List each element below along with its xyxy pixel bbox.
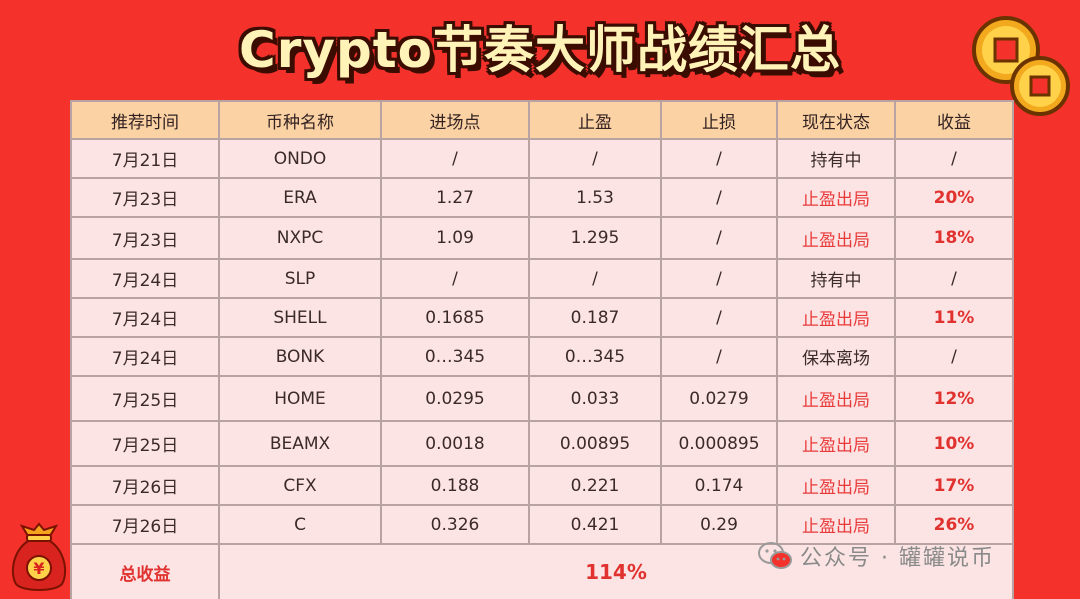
- cell-coin: BEAMX: [218, 420, 382, 467]
- cell-date: 7月25日: [70, 375, 220, 422]
- total-label: 总收益: [70, 543, 220, 599]
- cell-date: 7月26日: [70, 465, 220, 506]
- cell-entry: 0.326: [380, 504, 530, 545]
- table-header-row: 推荐时间 币种名称 进场点 止盈 止损 现在状态 收益: [70, 100, 1014, 140]
- cell-coin: ERA: [218, 177, 382, 218]
- cell-take-profit: 0.00895: [528, 420, 662, 467]
- header-entry: 进场点: [380, 100, 530, 140]
- cell-take-profit: 0.421: [528, 504, 662, 545]
- cell-stop-loss: /: [660, 297, 778, 338]
- coin-icon: [972, 16, 1070, 116]
- svg-text:¥: ¥: [33, 559, 44, 578]
- header-coin: 币种名称: [218, 100, 382, 140]
- cell-stop-loss: /: [660, 138, 778, 179]
- page-title: Crypto节奏大师战绩汇总: [239, 21, 841, 79]
- watermark-text: 公众号 · 罐罐说币: [800, 546, 995, 571]
- cell-coin: SHELL: [218, 297, 382, 338]
- cell-entry: /: [380, 258, 530, 299]
- table-row: 7月23日 ERA 1.27 1.53 / 止盈出局 20%: [70, 177, 1014, 218]
- cell-gain: 12%: [894, 375, 1014, 422]
- cell-stop-loss: /: [660, 336, 778, 377]
- cell-gain: 11%: [894, 297, 1014, 338]
- cell-status: 止盈出局: [776, 216, 896, 260]
- cell-gain: /: [894, 138, 1014, 179]
- cell-entry: 0.0295: [380, 375, 530, 422]
- table-row: 7月25日 BEAMX 0.0018 0.00895 0.000895 止盈出局…: [70, 420, 1014, 467]
- cell-stop-loss: 0.29: [660, 504, 778, 545]
- cell-status: 止盈出局: [776, 465, 896, 506]
- table-row: 7月24日 SHELL 0.1685 0.187 / 止盈出局 11%: [70, 297, 1014, 338]
- total-value: 114%: [218, 543, 1014, 599]
- total-row: 总收益 114%: [70, 543, 1014, 599]
- cell-gain: 10%: [894, 420, 1014, 467]
- header-stop-loss: 止损: [660, 100, 778, 140]
- cell-date: 7月23日: [70, 216, 220, 260]
- table-row: 7月23日 NXPC 1.09 1.295 / 止盈出局 18%: [70, 216, 1014, 260]
- cell-date: 7月21日: [70, 138, 220, 179]
- header-status: 现在状态: [776, 100, 896, 140]
- cell-take-profit: /: [528, 258, 662, 299]
- cell-take-profit: 0.221: [528, 465, 662, 506]
- results-table: 推荐时间 币种名称 进场点 止盈 止损 现在状态 收益 7月21日 ONDO /…: [70, 100, 1014, 599]
- cell-status: 保本离场: [776, 336, 896, 377]
- cell-coin: NXPC: [218, 216, 382, 260]
- cell-stop-loss: /: [660, 177, 778, 218]
- wechat-icon: [758, 542, 792, 569]
- cell-status: 止盈出局: [776, 504, 896, 545]
- cell-coin: SLP: [218, 258, 382, 299]
- cell-gain: 17%: [894, 465, 1014, 506]
- cell-date: 7月23日: [70, 177, 220, 218]
- cell-stop-loss: /: [660, 258, 778, 299]
- cell-coin: C: [218, 504, 382, 545]
- cell-stop-loss: 0.000895: [660, 420, 778, 467]
- cell-gain: 18%: [894, 216, 1014, 260]
- cell-status: 止盈出局: [776, 297, 896, 338]
- cell-take-profit: 1.295: [528, 216, 662, 260]
- cell-take-profit: 0.033: [528, 375, 662, 422]
- header-take-profit: 止盈: [528, 100, 662, 140]
- cell-coin: ONDO: [218, 138, 382, 179]
- cell-stop-loss: 0.174: [660, 465, 778, 506]
- cell-stop-loss: 0.0279: [660, 375, 778, 422]
- cell-gain: /: [894, 258, 1014, 299]
- cell-status: 止盈出局: [776, 420, 896, 467]
- table-row: 7月24日 SLP / / / 持有中 /: [70, 258, 1014, 299]
- cell-gain: /: [894, 336, 1014, 377]
- cell-entry: /: [380, 138, 530, 179]
- cell-status: 持有中: [776, 138, 896, 179]
- watermark: 公众号 · 罐罐说币: [758, 536, 995, 576]
- cell-coin: CFX: [218, 465, 382, 506]
- cell-date: 7月24日: [70, 258, 220, 299]
- cell-date: 7月24日: [70, 297, 220, 338]
- table-row: 7月26日 CFX 0.188 0.221 0.174 止盈出局 17%: [70, 465, 1014, 506]
- header-gain: 收益: [894, 100, 1014, 140]
- cell-stop-loss: /: [660, 216, 778, 260]
- cell-gain: 20%: [894, 177, 1014, 218]
- money-bag-icon: ¥: [11, 522, 67, 591]
- cell-entry: 1.27: [380, 177, 530, 218]
- table-row: 7月21日 ONDO / / / 持有中 /: [70, 138, 1014, 179]
- cell-status: 持有中: [776, 258, 896, 299]
- cell-entry: 0.0018: [380, 420, 530, 467]
- cell-date: 7月25日: [70, 420, 220, 467]
- cell-take-profit: 0.187: [528, 297, 662, 338]
- cell-entry: 0…345: [380, 336, 530, 377]
- cell-entry: 0.188: [380, 465, 530, 506]
- table-row: 7月24日 BONK 0…345 0…345 / 保本离场 /: [70, 336, 1014, 377]
- cell-status: 止盈出局: [776, 177, 896, 218]
- cell-coin: HOME: [218, 375, 382, 422]
- cell-entry: 0.1685: [380, 297, 530, 338]
- cell-date: 7月24日: [70, 336, 220, 377]
- cell-coin: BONK: [218, 336, 382, 377]
- table-row: 7月26日 C 0.326 0.421 0.29 止盈出局 26%: [70, 504, 1014, 545]
- cell-status: 止盈出局: [776, 375, 896, 422]
- table-row: 7月25日 HOME 0.0295 0.033 0.0279 止盈出局 12%: [70, 375, 1014, 422]
- cell-take-profit: 0…345: [528, 336, 662, 377]
- cell-gain: 26%: [894, 504, 1014, 545]
- cell-take-profit: /: [528, 138, 662, 179]
- cell-entry: 1.09: [380, 216, 530, 260]
- header-date: 推荐时间: [70, 100, 220, 140]
- cell-date: 7月26日: [70, 504, 220, 545]
- cell-take-profit: 1.53: [528, 177, 662, 218]
